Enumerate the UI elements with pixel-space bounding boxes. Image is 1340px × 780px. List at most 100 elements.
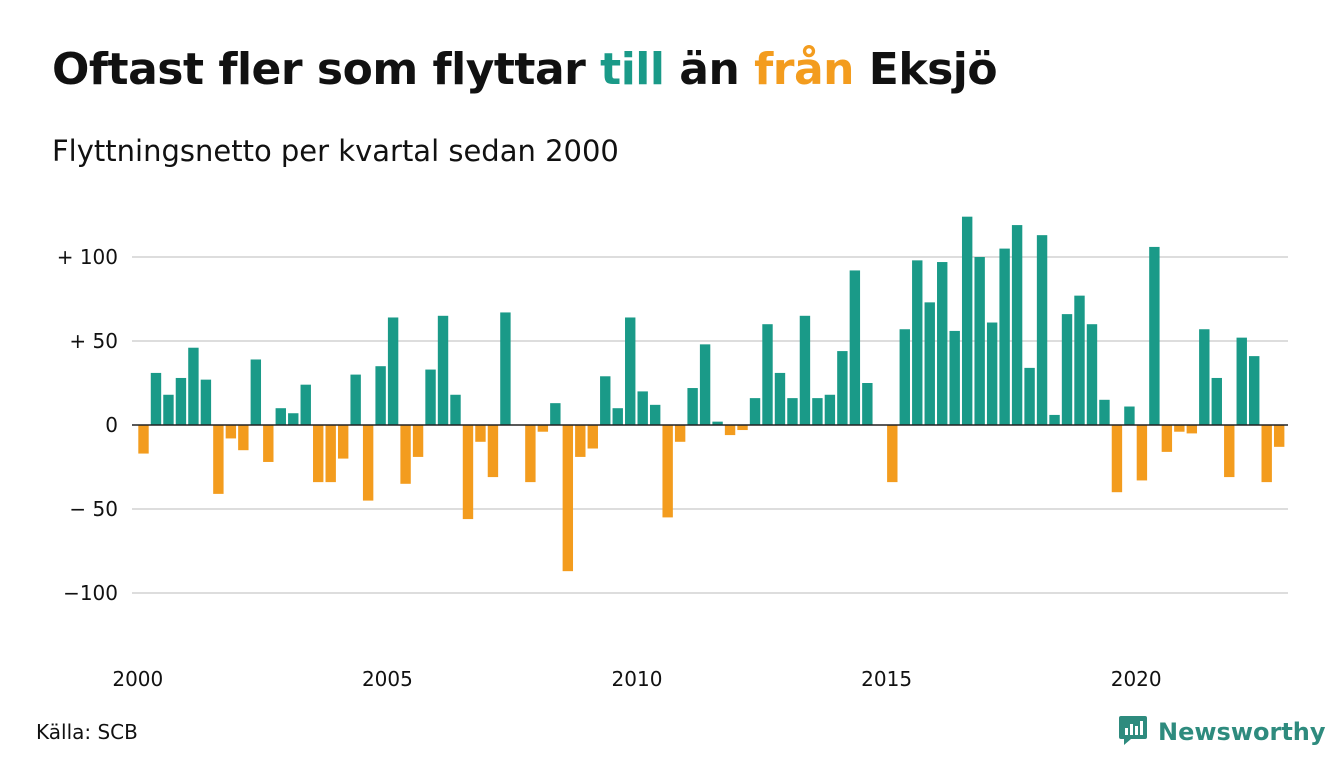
bar (200, 379, 212, 425)
bar (250, 359, 262, 425)
bar (138, 425, 149, 454)
bar (1211, 377, 1222, 425)
bar (213, 425, 224, 494)
bar (986, 322, 998, 425)
bar (1199, 329, 1210, 425)
bar (862, 383, 873, 425)
bar (225, 425, 237, 439)
bar (812, 398, 823, 425)
title-highlight-till: till (600, 44, 665, 95)
bar (687, 388, 698, 425)
bar (500, 312, 511, 425)
bar (1174, 425, 1185, 432)
bar (400, 425, 411, 484)
bar (649, 404, 661, 425)
bar (487, 425, 499, 478)
bar (1149, 246, 1160, 425)
bar (1186, 425, 1198, 434)
bar (961, 216, 973, 425)
source-note: Källa: SCB (36, 720, 138, 744)
bar (175, 377, 187, 425)
bar (412, 425, 424, 457)
bar (587, 425, 598, 449)
bar (612, 408, 623, 425)
bar (1049, 414, 1060, 425)
bar (1024, 367, 1035, 425)
bar (774, 372, 786, 425)
bar (450, 394, 461, 425)
bar (575, 425, 586, 457)
bar (949, 330, 960, 425)
x-tick-label: 2020 (1111, 667, 1162, 691)
bar (1249, 356, 1260, 425)
title-part-3: Eksjö (853, 44, 998, 95)
bar (887, 425, 898, 483)
bar (375, 366, 386, 425)
y-tick-label: + 100 (57, 245, 118, 269)
bar (1124, 406, 1135, 425)
bar (275, 408, 286, 425)
bar (625, 317, 636, 425)
bar (475, 425, 486, 442)
bar (238, 425, 249, 451)
bar (912, 260, 923, 425)
bar (537, 425, 549, 432)
bar (550, 403, 561, 425)
bar (787, 398, 798, 425)
bar (188, 347, 199, 425)
bar (263, 425, 274, 462)
bar (849, 270, 861, 425)
bar (637, 391, 648, 425)
bar (1111, 425, 1123, 493)
bar (337, 425, 349, 459)
bar-chart-speech-icon (1118, 714, 1148, 750)
y-tick-label: −100 (63, 581, 118, 605)
chart-subtitle: Flyttningsnetto per kvartal sedan 2000 (52, 134, 619, 168)
bars (132, 216, 1288, 572)
bar (662, 425, 673, 518)
bar (387, 317, 399, 425)
bar (562, 425, 574, 572)
bar (1161, 425, 1173, 452)
bar (824, 394, 836, 425)
bar (974, 257, 985, 425)
y-tick-label: 0 (105, 413, 118, 437)
bar (600, 376, 611, 425)
bar (999, 248, 1010, 425)
title-part-2: än (664, 44, 755, 95)
y-tick-label: + 50 (69, 329, 118, 353)
bar (1011, 225, 1023, 425)
bar (1273, 425, 1285, 447)
bar (1224, 425, 1235, 478)
bar (300, 384, 311, 425)
bar (749, 398, 761, 425)
bar (325, 425, 336, 483)
bar (163, 394, 174, 425)
bar (799, 315, 811, 425)
x-tick-label: 2005 (362, 667, 413, 691)
bar (1136, 425, 1148, 481)
brand-name: Newsworthy (1158, 718, 1326, 746)
bar (1236, 337, 1247, 425)
bar (937, 262, 948, 425)
title-part-1: Oftast fler som flyttar (52, 44, 601, 95)
bar (425, 369, 436, 425)
bar (762, 324, 773, 425)
bar (350, 374, 361, 425)
bar (150, 372, 162, 425)
title-highlight-fran: från (754, 44, 854, 95)
bar (737, 425, 748, 431)
bar (674, 425, 686, 442)
bar (1061, 314, 1073, 425)
bar (1086, 324, 1098, 425)
bar (724, 425, 736, 436)
x-tick-label: 2010 (612, 667, 663, 691)
chart-title: Oftast fler som flyttar till än från Eks… (52, 44, 998, 95)
y-tick-label: − 50 (69, 497, 118, 521)
bar (437, 315, 449, 425)
bar (462, 425, 474, 520)
bar (1099, 399, 1110, 425)
bar (288, 413, 299, 425)
x-tick-label: 2015 (861, 667, 912, 691)
